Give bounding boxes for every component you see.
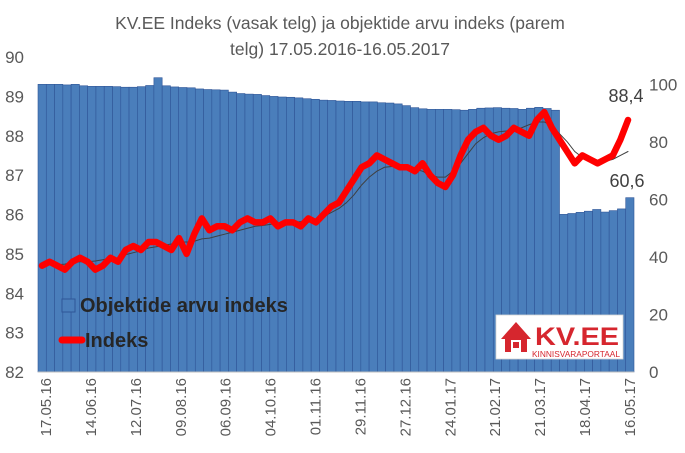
bar xyxy=(401,105,411,373)
x-tick-label: 29.11.16 xyxy=(352,378,369,435)
y-right-tick-label: 0 xyxy=(649,363,658,382)
y-left-tick-label: 90 xyxy=(5,48,24,67)
bar xyxy=(302,98,312,373)
y-left-tick-label: 86 xyxy=(5,206,24,225)
bar xyxy=(393,103,403,373)
bar xyxy=(261,95,271,373)
x-tick-label: 06.09.16 xyxy=(218,378,235,436)
chart-title-line-2: telg) 17.05.2016-16.05.2017 xyxy=(230,39,450,59)
bar xyxy=(277,96,287,373)
bar xyxy=(327,100,337,373)
bar xyxy=(153,77,163,373)
x-tick-label: 27.12.16 xyxy=(397,378,414,436)
bar xyxy=(170,86,180,373)
y-right-tick-label: 20 xyxy=(649,305,668,324)
x-tick-label: 09.08.16 xyxy=(173,378,190,436)
bar xyxy=(236,93,246,373)
annotation-indeks-last: 88,4 xyxy=(608,86,643,106)
kvee-logo: KV.EE KINNISVARAPORTAAL xyxy=(495,314,624,360)
bar xyxy=(443,109,453,373)
bar xyxy=(161,85,171,373)
bar xyxy=(385,102,395,373)
bar xyxy=(286,96,295,373)
bar xyxy=(310,98,320,373)
legend-swatch-objektide xyxy=(61,298,76,313)
x-tick-label: 17.05.16 xyxy=(38,378,55,436)
bar xyxy=(418,108,428,373)
y-right-tick-label: 100 xyxy=(649,75,677,94)
bar xyxy=(476,107,486,373)
chart-title-line-1: KV.EE Indeks (vasak telg) ja objektide a… xyxy=(115,13,565,33)
x-tick-label: 21.03.17 xyxy=(532,378,549,436)
bar xyxy=(37,84,47,373)
x-tick-label: 21.02.17 xyxy=(487,378,504,436)
x-tick-label: 04.10.16 xyxy=(263,378,280,436)
bar xyxy=(244,93,254,373)
y-left-tick-label: 85 xyxy=(5,245,24,264)
bar xyxy=(426,109,436,373)
y-left-tick-label: 88 xyxy=(5,127,24,146)
y-left-tick-label: 87 xyxy=(5,166,24,185)
y-left-tick-label: 83 xyxy=(5,324,24,343)
bar xyxy=(269,96,279,373)
bar xyxy=(451,109,461,373)
annotations: 88,4 60,6 xyxy=(608,86,644,191)
bar xyxy=(294,97,304,373)
bar xyxy=(70,84,80,373)
legend-label-indeks: Indeks xyxy=(85,330,148,352)
legend: Objektide arvu indeks Indeks xyxy=(58,295,288,352)
y-left-tick-label: 89 xyxy=(5,87,24,106)
x-tick-label: 12.07.16 xyxy=(128,378,145,436)
house-icon xyxy=(501,322,531,352)
logo-subtext: KINNISVARAPORTAAL xyxy=(532,349,620,359)
indeks-line xyxy=(38,108,632,273)
bar xyxy=(360,101,370,373)
bar xyxy=(54,84,64,373)
chart-title: KV.EE Indeks (vasak telg) ja objektide a… xyxy=(115,13,565,59)
y-left-tick-label: 82 xyxy=(5,363,24,382)
bar xyxy=(352,101,362,373)
bar xyxy=(335,100,345,373)
bar xyxy=(319,99,329,373)
bar-series xyxy=(37,77,635,373)
bar xyxy=(377,102,386,373)
bar xyxy=(368,101,378,373)
bar xyxy=(410,107,420,373)
bar xyxy=(435,109,444,373)
y-left-tick-label: 84 xyxy=(5,284,24,303)
x-tick-label: 16.05.17 xyxy=(622,378,639,436)
bar xyxy=(178,87,188,373)
y-right-tick-label: 40 xyxy=(649,248,668,267)
bar xyxy=(45,84,55,373)
x-tick-label: 14.06.16 xyxy=(83,378,100,436)
bar xyxy=(252,94,262,373)
x-tick-label: 24.01.17 xyxy=(442,378,459,436)
line-series xyxy=(38,108,632,273)
bar xyxy=(625,197,635,373)
x-tick-label: 01.11.16 xyxy=(308,378,325,435)
bar xyxy=(484,107,494,373)
bar xyxy=(62,84,72,373)
y-right-tick-label: 60 xyxy=(649,190,668,209)
annotation-objektid-last: 60,6 xyxy=(609,171,644,191)
legend-label-objektide: Objektide arvu indeks xyxy=(80,295,288,317)
axes: 82 83 84 85 86 87 88 89 90 0 20 40 60 80 100 17.05.16 14… xyxy=(5,48,677,436)
y-right-tick-label: 80 xyxy=(649,133,668,152)
logo-text: KV.EE xyxy=(535,323,619,351)
x-tick-label: 18.04.17 xyxy=(577,378,594,436)
bar xyxy=(343,101,353,373)
bar xyxy=(468,109,478,373)
